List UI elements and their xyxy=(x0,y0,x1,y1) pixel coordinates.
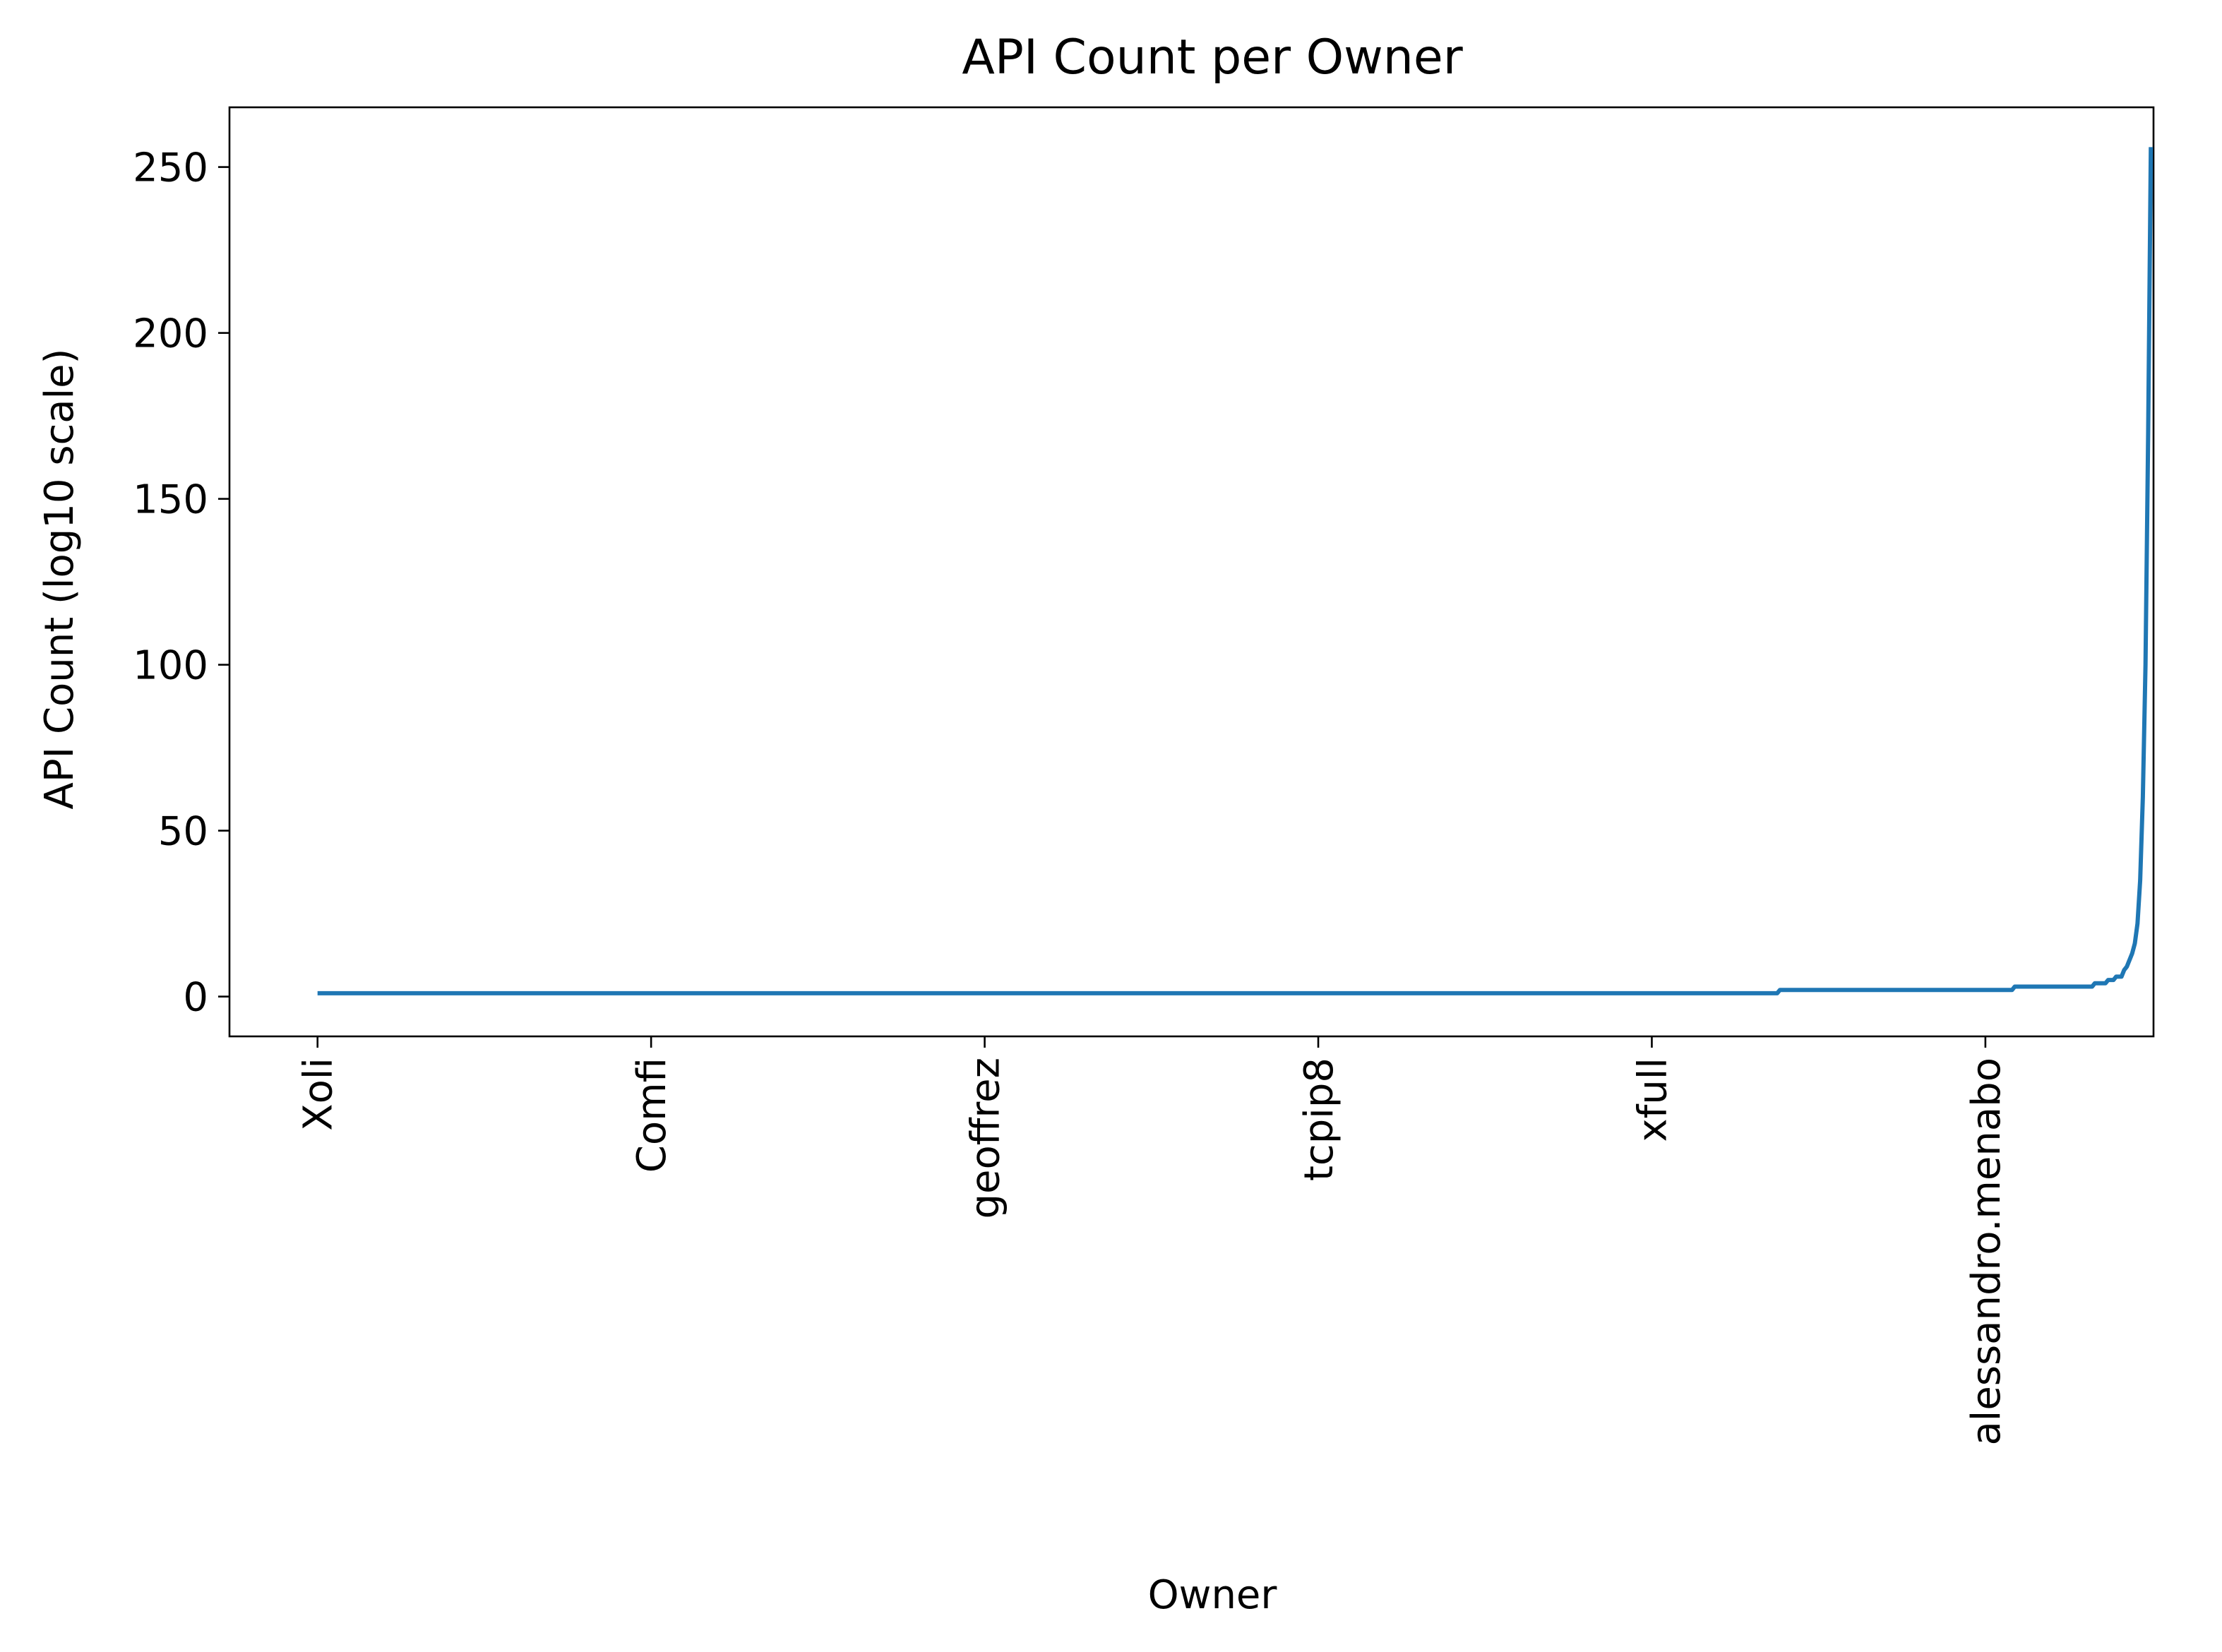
y-tick-label: 50 xyxy=(158,809,208,855)
y-tick-label: 100 xyxy=(133,643,208,689)
y-tick-label: 0 xyxy=(183,975,208,1021)
x-axis: Xoli Comfi geoffrez tcpip8 xfull alessandro.m… xyxy=(296,1036,2009,1446)
x-tick-label: tcpip8 xyxy=(1296,1058,1342,1181)
x-tick-label: Comfi xyxy=(629,1058,675,1173)
plot-area xyxy=(228,106,2155,1038)
data-line xyxy=(317,147,2154,995)
x-axis-label: Owner xyxy=(1148,1572,1278,1618)
y-axis-label: API Count (log10 scale) xyxy=(37,349,83,810)
x-tick-label: Xoli xyxy=(296,1058,342,1131)
plot-frame xyxy=(228,106,2155,1038)
y-tick-label: 250 xyxy=(133,145,208,191)
x-tick-label: xfull xyxy=(1630,1058,1676,1142)
y-axis: 0 50 100 150 200 250 xyxy=(133,145,229,1021)
x-tick-label: alessandro.menabo xyxy=(1964,1058,2009,1446)
chart-title: API Count per Owner xyxy=(962,30,1462,85)
y-tick-label: 150 xyxy=(133,477,208,523)
x-tick-label: geoffrez xyxy=(963,1058,1009,1219)
y-tick-label: 200 xyxy=(133,311,208,357)
